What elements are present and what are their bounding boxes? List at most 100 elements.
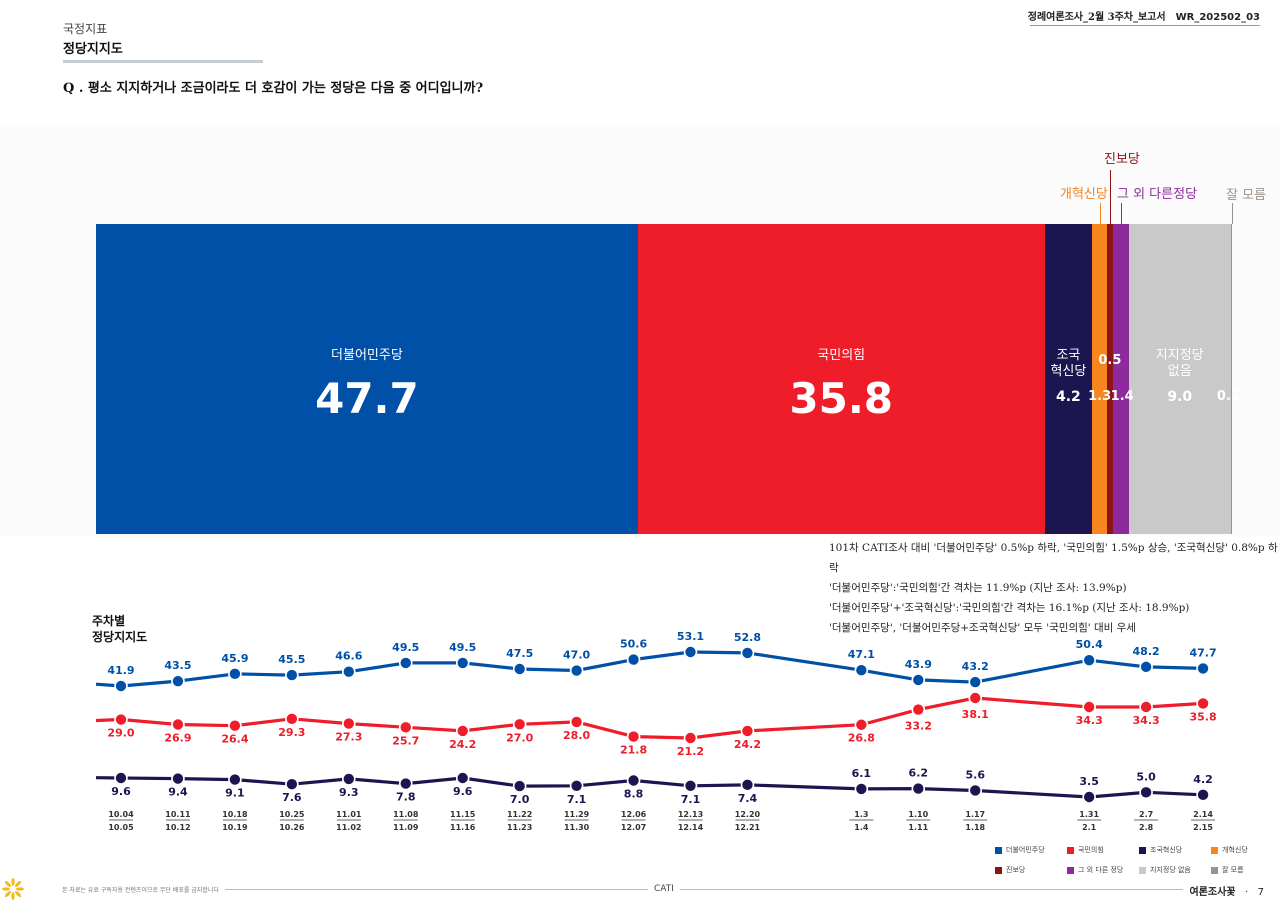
data-point-rebuilding [285, 777, 299, 792]
data-label-rebuilding: 5.0 [1136, 770, 1156, 783]
data-label-democratic: 48.2 [1133, 645, 1160, 658]
leader-line-progressive [1109, 170, 1111, 224]
note-line: '더불어민주당':'국민의힘'간 격차는 11.9%p (지난 조사: 13.9… [829, 582, 1127, 594]
data-label-democratic: 43.5 [164, 659, 191, 672]
legend-item-rebuilding: 조국혁신당 [1139, 845, 1182, 855]
legend-label: 조국혁신당 [1150, 846, 1183, 854]
data-label-rebuilding: 9.3 [339, 786, 359, 799]
footer-method: CATI [648, 884, 680, 894]
x-tick-label: 12.13 [678, 810, 703, 819]
data-label-rebuilding: 7.8 [396, 791, 416, 804]
note-line: '더불어민주당'+'조국혁신당':'국민의힘'간 격차는 16.1%p (지난 … [829, 602, 1190, 614]
data-label-democratic: 45.5 [278, 653, 305, 666]
legend-item-other: 그 외 다른 정당 [1067, 865, 1123, 875]
data-point-democratic [1196, 661, 1210, 676]
data-point-ppp [455, 724, 470, 738]
data-label-rebuilding: 6.1 [852, 767, 872, 780]
x-tick-label: 1.11 [908, 823, 928, 832]
x-tick-label: 11.08 [393, 810, 419, 819]
segment-label-democratic: 더불어민주당 [331, 348, 403, 363]
report-code: WR_202502_03 [1175, 12, 1260, 23]
x-tick-label: 1.4 [854, 823, 869, 832]
top-label-progressive: 진보당 [1104, 152, 1140, 167]
data-label-rebuilding: 9.1 [225, 787, 245, 800]
category-label: 국정지표 [63, 22, 108, 36]
data-point-ppp [911, 702, 926, 717]
x-tick-label: 11.09 [393, 823, 419, 832]
data-point-rebuilding [341, 772, 356, 786]
data-point-ppp [228, 718, 242, 733]
note-line: '더불어민주당', '더불어민주당+조국혁신당' 모두 '국민의힘' 대비 우세 [829, 622, 1136, 634]
flower-logo-icon [2, 878, 24, 900]
data-point-rebuilding [968, 783, 983, 798]
data-label-ppp: 27.3 [335, 731, 362, 744]
data-label-rebuilding: 7.0 [510, 793, 530, 806]
report-rule [1030, 25, 1260, 26]
data-label-ppp: 26.4 [221, 733, 248, 746]
report-title: 정례여론조사_2월 3주차_보고서 [1027, 12, 1166, 23]
data-point-rebuilding [569, 778, 584, 793]
legend-item-progressive: 진보당 [995, 865, 1025, 875]
legend-swatch [1139, 846, 1146, 854]
data-label-ppp: 35.8 [1189, 710, 1216, 723]
data-point-ppp [626, 729, 641, 744]
data-label-rebuilding: 7.1 [681, 793, 701, 806]
x-tick-label: 1.3 [854, 810, 868, 819]
data-label-democratic: 49.5 [449, 641, 476, 654]
data-point-ppp [740, 724, 755, 738]
data-label-rebuilding: 5.6 [966, 768, 986, 781]
data-point-ppp [341, 716, 356, 731]
data-point-rebuilding [626, 773, 641, 788]
bar-segment-none [1128, 224, 1231, 534]
data-label-democratic: 47.7 [1189, 646, 1216, 659]
data-point-ppp [1139, 700, 1153, 714]
data-label-democratic: 47.1 [848, 648, 875, 661]
segment-label-none-1: 지지정당 [1155, 348, 1204, 363]
data-label-ppp: 34.3 [1133, 714, 1160, 727]
x-tick-label: 10.25 [279, 810, 305, 819]
data-label-ppp: 38.1 [962, 708, 989, 721]
data-point-rebuilding [854, 782, 869, 796]
data-label-democratic: 41.9 [107, 664, 134, 677]
segment-label-none-2: 없음 [1167, 364, 1192, 379]
data-label-rebuilding: 9.6 [453, 785, 473, 798]
data-point-democratic [455, 656, 470, 670]
segment-value-reform: 1.3 [1088, 389, 1112, 404]
data-point-ppp [285, 712, 299, 726]
data-point-rebuilding [114, 771, 128, 785]
data-point-democratic [1139, 660, 1153, 674]
data-point-democratic [114, 679, 128, 693]
legend-label: 그 외 다른 정당 [1078, 866, 1124, 874]
trend-chart-title: 주차별 정당지지도 [92, 613, 147, 645]
x-tick-label: 1.31 [1079, 810, 1099, 819]
x-tick-label: 2.1 [1082, 823, 1097, 832]
data-point-democratic [626, 652, 641, 667]
data-label-democratic: 47.0 [563, 649, 590, 662]
x-tick-label: 11.29 [564, 810, 590, 819]
bar-segment-democratic [96, 224, 638, 534]
x-tick-label: 11.30 [564, 823, 590, 832]
data-label-rebuilding: 9.6 [111, 785, 131, 798]
data-label-ppp: 29.3 [278, 726, 305, 739]
data-label-rebuilding: 4.2 [1193, 773, 1213, 786]
data-point-rebuilding [911, 781, 926, 796]
bar-segment-ppp [637, 224, 1045, 534]
data-point-rebuilding [683, 778, 698, 793]
data-label-ppp: 26.8 [848, 732, 875, 745]
x-tick-label: 12.21 [735, 823, 761, 832]
legend-label: 지지정당 없음 [1150, 866, 1191, 874]
data-point-rebuilding [1139, 785, 1153, 800]
data-point-rebuilding [1196, 788, 1210, 802]
leader-line-reform [1099, 203, 1101, 224]
data-point-democratic [683, 645, 698, 659]
legend-swatch [1211, 866, 1218, 874]
data-label-ppp: 34.3 [1076, 714, 1103, 727]
x-tick-label: 11.22 [507, 810, 532, 819]
x-tick-label: 1.10 [908, 810, 928, 819]
bar-segment-other [1112, 224, 1129, 534]
segment-value-ppp: 35.8 [789, 374, 894, 423]
data-label-rebuilding: 9.4 [168, 786, 188, 799]
note-line: 101차 CATI조사 대비 '더불어민주당' 0.5%p 하락, '국민의힘'… [829, 542, 1278, 574]
page-number: 7 [1257, 887, 1264, 898]
